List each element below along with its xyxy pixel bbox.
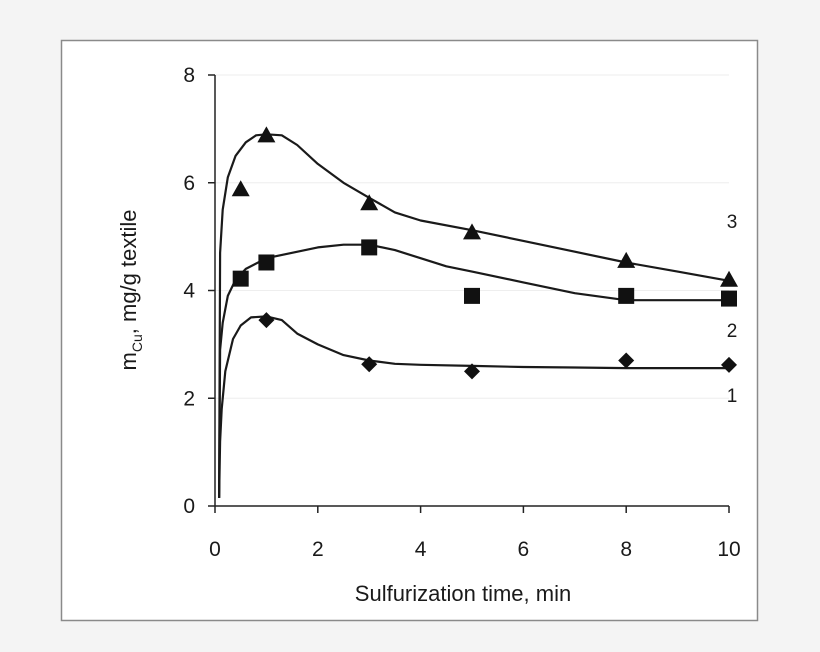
x-tick-label: 6 — [518, 538, 530, 561]
chart-frame — [60, 39, 759, 622]
y-axis-title: mCu, mg/g textile — [116, 210, 145, 371]
x-tick-label: 2 — [312, 538, 324, 561]
fit-curve-2 — [218, 243, 729, 498]
data-markers — [231, 126, 738, 380]
marker-triangle — [231, 180, 250, 197]
marker-triangle — [360, 194, 379, 211]
labels: 1 2 3 — [727, 212, 738, 407]
marker-triangle — [463, 223, 481, 240]
marker-diamond — [721, 356, 737, 373]
y-tick-label: 2 — [183, 387, 195, 410]
marker-diamond — [464, 363, 480, 380]
x-tick-label: 8 — [620, 538, 632, 561]
marker-triangle — [720, 270, 738, 287]
fit-curve-1 — [218, 315, 729, 498]
fit-curve-3 — [218, 133, 730, 498]
marker-triangle — [617, 251, 636, 268]
marker-square — [232, 270, 249, 287]
x-tick-label: 0 — [209, 538, 221, 561]
marker-triangle — [257, 126, 276, 143]
y-tick-label: 4 — [183, 280, 195, 303]
marker-square — [361, 239, 378, 256]
marker-square — [464, 287, 480, 304]
marker-diamond — [361, 356, 378, 373]
y-tick-label: 8 — [183, 64, 195, 87]
grid-lines — [215, 74, 729, 399]
y-axis-title-subscript: Cu — [129, 334, 145, 352]
x-tick-label: 10 — [717, 538, 740, 561]
curve-label-1: 1 — [727, 386, 738, 407]
y-axis-title-main: m — [116, 352, 141, 370]
marker-diamond — [258, 312, 275, 329]
curve-label-3: 3 — [727, 212, 738, 233]
marker-square — [258, 254, 275, 271]
y-tick-label: 0 — [183, 495, 195, 518]
y-axis-title-rest: , mg/g textile — [116, 210, 141, 335]
axes: 0 2 4 6 8 0 2 4 6 8 10 — [183, 64, 740, 561]
y-tick-label: 6 — [183, 172, 195, 195]
marker-square — [721, 290, 737, 307]
marker-diamond — [618, 352, 635, 369]
fit-curves — [218, 133, 730, 498]
x-tick-label: 4 — [415, 538, 427, 561]
curve-label-2: 2 — [727, 321, 738, 342]
marker-square — [618, 287, 635, 304]
x-axis-title: Sulfurization time, min — [355, 581, 571, 606]
